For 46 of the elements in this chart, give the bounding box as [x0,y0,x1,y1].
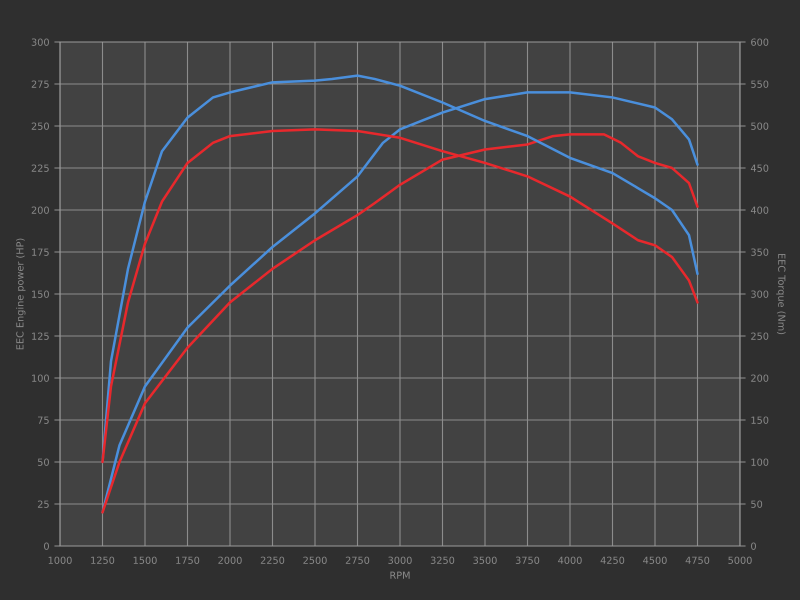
x-tick-label: 3500 [473,556,497,564]
y-tick-label: 225 [32,164,49,172]
x-tick-label: 3750 [516,556,540,564]
y2-tick-label: 50 [751,500,762,508]
y-tick-label: 300 [32,38,49,46]
y-tick-label: 100 [32,374,49,382]
y-tick-label: 200 [32,206,49,214]
y-tick-label: 150 [32,290,49,298]
x-tick-label: 5000 [728,556,752,564]
x-tick-label: 1000 [48,556,72,564]
x-tick-label: 4750 [686,556,710,564]
x-tick-label: 2000 [218,556,242,564]
x-tick-label: 3000 [388,556,412,564]
x-tick-label: 2250 [260,556,284,564]
y2-tick-label: 550 [751,80,768,88]
y-axis-title: EEC Engine power (HP) [16,238,26,350]
x-tick-label: 4000 [558,556,582,564]
y-tick-label: 125 [32,332,49,340]
y2-axis-title: EEC Torque (Nm) [776,254,786,334]
x-tick-label: 2750 [346,556,370,564]
y2-tick-label: 600 [751,38,768,46]
y2-tick-label: 500 [751,122,768,130]
y2-tick-label: 400 [750,206,768,214]
y-tick-label: 275 [32,80,49,88]
y2-tick-label: 250 [751,332,768,340]
y-tick-label: 50 [38,458,49,466]
y-tick-label: 175 [32,248,49,256]
x-tick-label: 2500 [303,556,327,564]
x-tick-label: 4500 [643,556,667,564]
y2-tick-label: 100 [751,458,768,466]
x-axis-title: RPM [390,572,410,579]
y-tick-label: 25 [38,500,49,508]
x-tick-label: 1500 [134,556,157,564]
x-tick-label: 1250 [91,556,114,564]
x-tick-label: 3250 [430,556,454,564]
y2-tick-label: 0 [751,542,756,550]
y2-tick-label: 350 [751,248,768,256]
y2-tick-label: 300 [751,290,768,298]
y2-tick-label: 150 [751,416,768,424]
y2-tick-label: 450 [750,164,768,172]
x-tick-label: 1750 [176,556,200,564]
x-tick-label: 4250 [600,556,624,564]
y-tick-label: 250 [32,122,49,130]
y-tick-label: 0 [44,542,49,550]
y2-tick-label: 200 [751,374,768,382]
y-tick-label: 75 [38,416,49,424]
